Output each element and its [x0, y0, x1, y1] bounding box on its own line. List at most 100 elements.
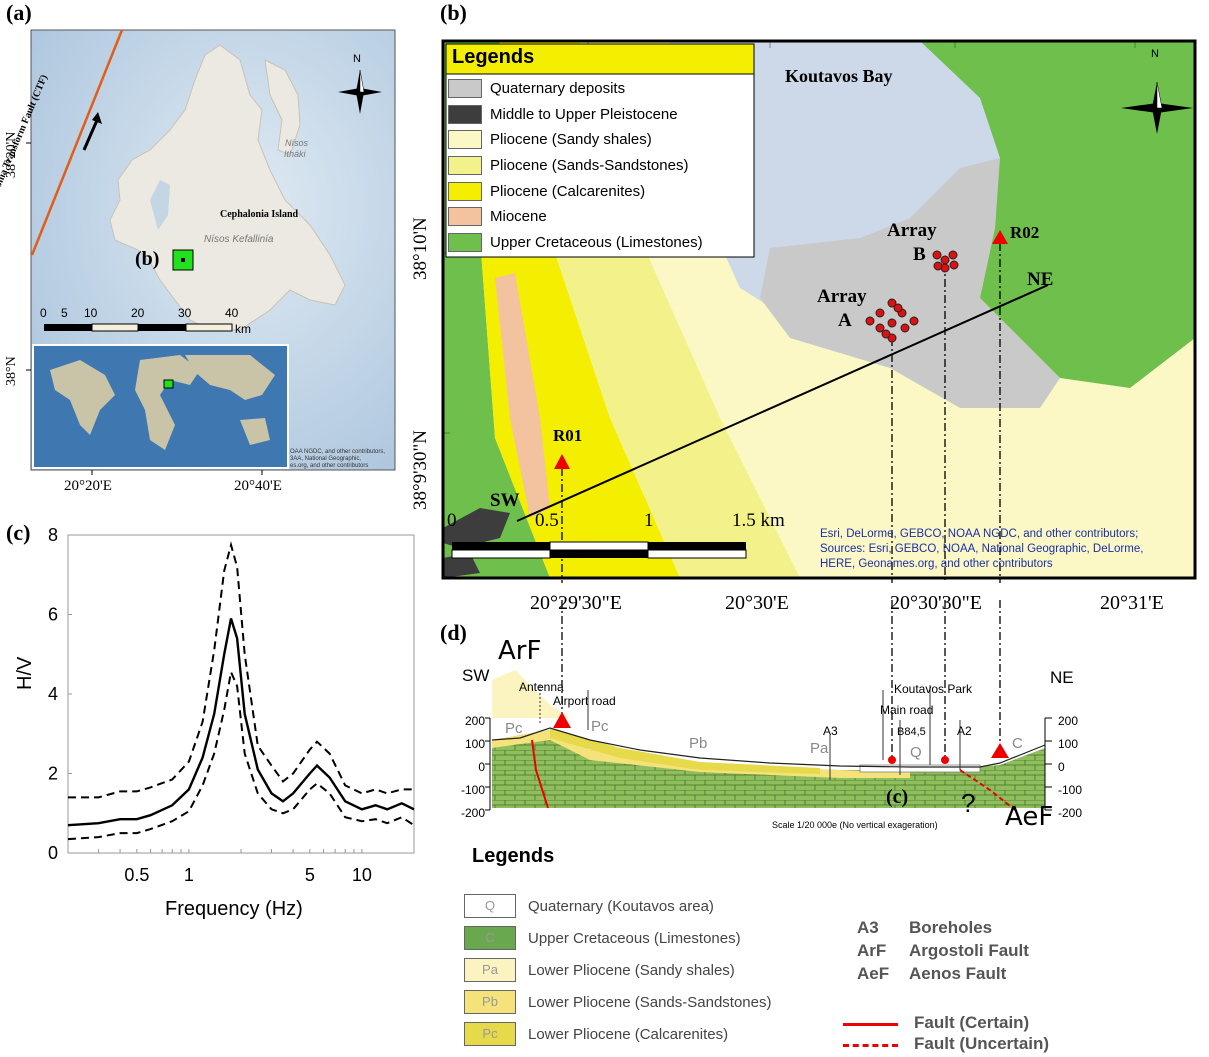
legend2-label: Lower Pliocene (Sandy shales) [528, 961, 735, 979]
ithaki-island [264, 59, 301, 156]
legend-b-swatch [448, 156, 482, 176]
question-label: ? [961, 788, 976, 818]
legend2-swatch: C [464, 926, 516, 950]
credit-b: Esri, DeLorme, GEBCO, NOAA NGDC, and oth… [820, 528, 1144, 570]
x-tick-label: 1 [184, 865, 194, 885]
legend2-title: Legends [472, 845, 555, 867]
legend2-label: Quaternary (Koutavos area) [528, 897, 714, 915]
legend2-item: C Upper Cretaceous (Limestones) [464, 922, 824, 954]
legend-b-swatch [448, 181, 482, 201]
r01-marker [554, 454, 570, 469]
section-y-ticks-right: 200 100 0 -100 -200 [1058, 714, 1083, 820]
legend-b-item: Quaternary deposits [448, 76, 754, 102]
y-tick-label: 0 [48, 843, 58, 863]
x-tick-label: 10 [352, 865, 372, 885]
r02-section-marker [991, 743, 1009, 758]
unit-pa-label: Pa [810, 740, 829, 757]
lon-a-right: 20°40'E [234, 478, 282, 494]
lat-a-top: 38°20'N [4, 131, 19, 178]
array-b-label-1: Array [887, 220, 937, 241]
y-tick-label: 2 [48, 764, 58, 784]
lat-a-bottom: 38°N [4, 356, 19, 386]
cephalonia-island-label: Cephalonia Island [220, 209, 299, 220]
chart-xlabel: Frequency (Hz) [165, 898, 303, 920]
unit-pb-label: Pb [689, 735, 708, 752]
legend2-list: Q Quaternary (Koutavos area) C Upper Cretac… [464, 890, 824, 1050]
fault-uncertain-line [843, 1044, 898, 1047]
legend2-label: Upper Cretaceous (Limestones) [528, 929, 741, 947]
a3-label: A3 [823, 724, 838, 738]
nisos-kefallinia-label: Nísos Kefallinía [204, 234, 274, 245]
lon-b-3: 20°30'30"E [890, 592, 982, 614]
arf-label: ArF [498, 636, 542, 666]
scale-bar-a [44, 323, 233, 332]
r02-marker [992, 230, 1008, 244]
legend-b-label: Quaternary deposits [490, 80, 626, 98]
legend2-keys: A3 Boreholes ArF Argostoli Fault AeF Aenos … [857, 918, 1029, 983]
array-a-section-marker [888, 756, 896, 764]
section-y-ticks-left: 200 100 0 -100 -200 [460, 714, 485, 820]
lat-b-1: 38°10'N [410, 217, 431, 280]
x-tick-label: 5 [305, 865, 315, 885]
r02-label: R02 [1010, 223, 1040, 242]
legend-b-swatch [448, 130, 482, 150]
profile-line [516, 284, 1049, 522]
hv-chart: 0 2 4 6 8 0.5 1 5 10 [48, 525, 415, 885]
y-tick-label: 4 [48, 684, 58, 704]
bay-label: Koutavos Bay [785, 66, 893, 86]
ctf-fault-line [30, 29, 124, 256]
legend-b-item: Upper Cretaceous (Limestones) [448, 230, 754, 256]
legend-b-label: Pliocene (Calcarenites) [490, 182, 646, 200]
a2-label: A2 [957, 724, 972, 738]
unit-pc-label-2: Pc [591, 718, 609, 735]
r01-label: R01 [553, 426, 583, 445]
legend-b-label: Middle to Upper Pleistocene [490, 105, 678, 123]
legend2-swatch: Pc [464, 1022, 516, 1046]
scale-1: 1 [644, 510, 654, 531]
unit-c-label: C [1012, 735, 1023, 752]
legend-b-item: Pliocene (Calcarenites) [448, 178, 754, 204]
legend-b-item: Miocene [448, 204, 754, 230]
sw-label-d: SW [462, 666, 490, 685]
hv-mean-line [67, 618, 415, 827]
c-marker-label: (c) [886, 786, 909, 808]
legend-box-b [445, 43, 755, 258]
b84-label: B84,5 [897, 726, 926, 738]
scale-unit-a: km [235, 322, 251, 336]
fault-uncertain-label: Fault (Uncertain) [914, 1034, 1050, 1053]
legend2-swatch: Pb [464, 990, 516, 1014]
y-tick-label: 6 [48, 605, 58, 625]
scale-bar-b [451, 541, 747, 559]
legend-b-label: Pliocene (Sands-Sandstones) [490, 157, 689, 175]
panel-b-map [441, 39, 1197, 583]
lon-b-4: 20°31'E [1100, 592, 1164, 614]
airport-road-label: Airport road [553, 694, 616, 708]
legend-b-item: Pliocene (Sands-Sandstones) [448, 153, 754, 179]
array-b-section-marker [941, 756, 949, 764]
antenna-label: Antenna [519, 680, 564, 694]
panel-c-label: (c) [6, 520, 31, 545]
array-a-label-1: Array [817, 286, 867, 307]
legend-b-swatch [448, 232, 482, 252]
legend-b-swatch [448, 207, 482, 227]
world-credit: OAA NGDC, and other contributors, 3AA, N… [290, 449, 386, 469]
array-a-label-2: A [838, 310, 852, 331]
panel-a-map [26, 29, 396, 475]
array-a-points [865, 298, 919, 343]
hv-std-line [68, 541, 414, 799]
legend2-item: Pa Lower Pliocene (Sandy shales) [464, 954, 824, 986]
legend-b-swatch [448, 104, 482, 124]
scale-note: Scale 1/20 000e (No vertical exageration… [772, 820, 938, 830]
ne-label-d: NE [1050, 668, 1074, 687]
chart-frame [67, 534, 415, 854]
hv-std-line [67, 668, 415, 841]
scale-0: 0 [447, 510, 457, 531]
legend-b-item: Middle to Upper Pleistocene [448, 102, 754, 128]
r01-section-marker [553, 712, 571, 728]
array-b-label-2: B [913, 244, 926, 265]
panel-b-label: (b) [440, 0, 467, 25]
legend2-item: Pb Lower Pliocene (Sands-Sandstones) [464, 986, 824, 1018]
koutavos-park-label: Koutavos Park [894, 682, 973, 696]
legend-b-item: Pliocene (Sandy shales) [448, 127, 754, 153]
inset-b-label: (b) [135, 248, 160, 270]
